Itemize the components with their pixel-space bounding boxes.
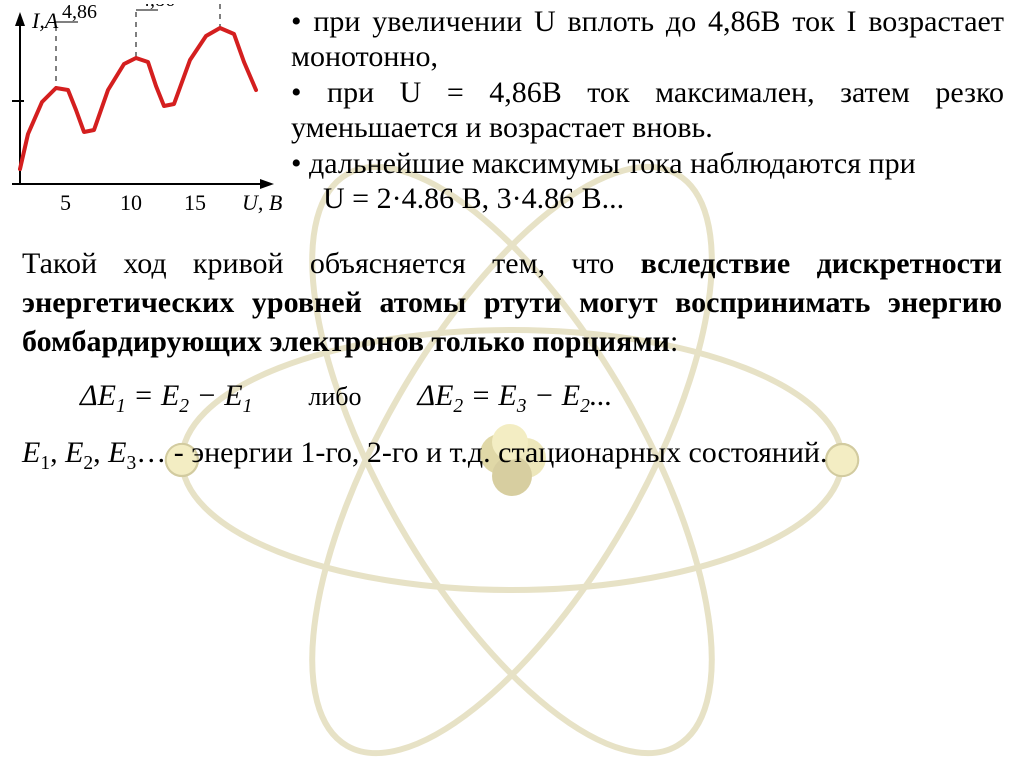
peak-label-2: 4,86 (140, 4, 175, 11)
bullet-3: • дальнейшие максимумы тока наблюдаются … (291, 146, 1004, 181)
peak-label-3: 4,86 (208, 4, 243, 5)
tick-10: 10 (120, 190, 142, 215)
eq-2: ΔE2 = E3 − E2... (417, 379, 612, 418)
eq-or: либо (308, 382, 361, 412)
eq-1: ΔE1 = E2 − E1 (80, 379, 252, 418)
energy-equations: ΔE1 = E2 − E1 либо ΔE2 = E3 − E2... (0, 361, 1024, 424)
tick-15: 15 (184, 190, 206, 215)
explanation-paragraph: Такой ход кривой объясняется тем, что вс… (0, 236, 1024, 361)
bullet-list: • при увеличении U вплоть до 4,86В ток I… (285, 0, 1024, 216)
tick-5: 5 (60, 190, 71, 215)
bullet-2: • при U = 4,86В ток максимален, затем ре… (291, 75, 1004, 146)
peak-label-1: 4,86 (62, 4, 97, 23)
bullet-formula: U = 2·4.86 В, 3·4.86 В... (291, 181, 1004, 216)
y-axis-label: I,A (31, 8, 59, 33)
bullet-1: • при увеличении U вплоть до 4,86В ток I… (291, 4, 1004, 75)
final-line: E1, E2, E3… - энергии 1-го, 2-го и т.д. … (0, 424, 1024, 475)
franck-hertz-chart: I,A U, В 5 10 15 4,86 4,86 4,86 (0, 0, 285, 236)
x-axis-label: U, В (242, 190, 282, 215)
